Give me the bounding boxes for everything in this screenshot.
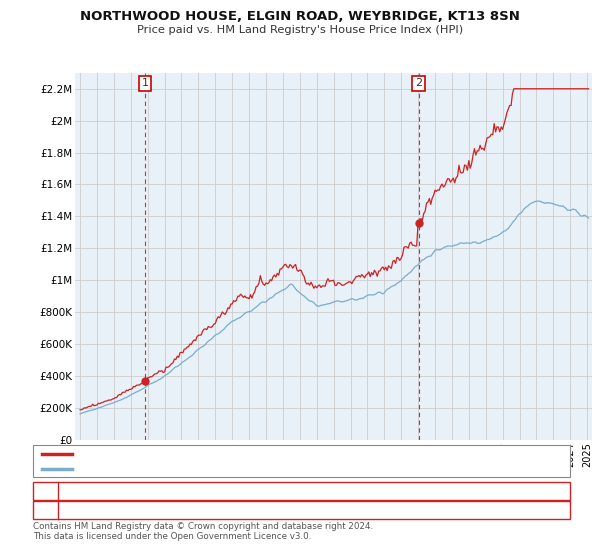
Text: 24% ↑ HPI: 24% ↑ HPI bbox=[393, 505, 452, 515]
Text: £367,500: £367,500 bbox=[255, 486, 308, 496]
Text: 1: 1 bbox=[142, 78, 149, 88]
Text: 2: 2 bbox=[415, 78, 422, 88]
Text: 08-JAN-2015: 08-JAN-2015 bbox=[93, 505, 163, 515]
Text: 2: 2 bbox=[43, 503, 50, 516]
Text: NORTHWOOD HOUSE, ELGIN ROAD, WEYBRIDGE, KT13 8SN (detached house): NORTHWOOD HOUSE, ELGIN ROAD, WEYBRIDGE, … bbox=[78, 449, 464, 459]
Text: 1: 1 bbox=[43, 484, 50, 497]
Text: NORTHWOOD HOUSE, ELGIN ROAD, WEYBRIDGE, KT13 8SN: NORTHWOOD HOUSE, ELGIN ROAD, WEYBRIDGE, … bbox=[80, 10, 520, 23]
Text: £1,360,000: £1,360,000 bbox=[255, 505, 318, 515]
Text: Contains HM Land Registry data © Crown copyright and database right 2024.
This d: Contains HM Land Registry data © Crown c… bbox=[33, 522, 373, 542]
Text: HPI: Average price, detached house, Elmbridge: HPI: Average price, detached house, Elmb… bbox=[78, 464, 313, 474]
Text: Price paid vs. HM Land Registry's House Price Index (HPI): Price paid vs. HM Land Registry's House … bbox=[137, 25, 463, 35]
Text: 8% ↑ HPI: 8% ↑ HPI bbox=[393, 486, 445, 496]
Text: 06-NOV-1998: 06-NOV-1998 bbox=[93, 486, 167, 496]
